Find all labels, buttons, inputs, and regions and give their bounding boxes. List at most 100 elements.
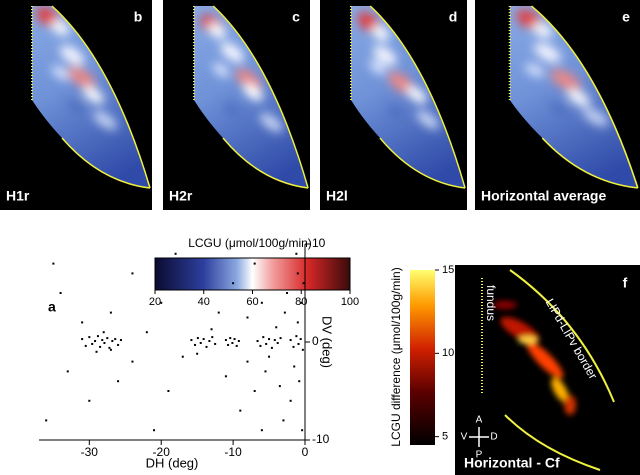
panel-name: H2r — [169, 188, 193, 204]
colorbar-tick-label: 20 — [149, 296, 161, 308]
point — [286, 292, 289, 294]
point — [227, 343, 230, 346]
point — [59, 292, 62, 294]
heat-blob — [67, 66, 96, 89]
point — [160, 301, 163, 304]
heat-blob — [51, 65, 70, 80]
point — [262, 336, 265, 339]
fundus-label: fundus — [484, 285, 498, 321]
point — [229, 337, 232, 340]
border-line — [369, 5, 466, 189]
point — [84, 344, 87, 347]
panel-letter: c — [292, 9, 300, 25]
point — [199, 341, 202, 344]
point — [224, 375, 227, 378]
colorbar-tick-label: 60 — [246, 296, 258, 308]
point — [289, 339, 292, 342]
point — [66, 370, 69, 373]
compass-label: V — [461, 432, 468, 443]
border-line — [509, 269, 615, 403]
point — [298, 380, 301, 383]
x-tick-label: 0 — [302, 445, 309, 459]
heat-blob — [369, 60, 386, 75]
point — [276, 341, 279, 344]
y-tick-label: -10 — [312, 432, 330, 446]
point — [211, 336, 214, 339]
point — [109, 311, 112, 314]
heatmap-panel: b H1r — [0, 0, 152, 210]
panel-letter: d — [449, 9, 458, 25]
heat-blob — [387, 105, 405, 120]
heat-blob — [567, 89, 590, 107]
point — [278, 385, 281, 388]
point — [297, 342, 300, 345]
point — [232, 282, 235, 285]
point — [88, 399, 91, 402]
point — [295, 252, 298, 255]
colorbar-tick-label: 10 — [442, 347, 454, 359]
y-axis-label: DV (deg) — [320, 316, 335, 368]
heat-blob — [208, 23, 226, 39]
border-line — [504, 414, 601, 471]
point — [194, 343, 197, 346]
point — [296, 272, 299, 275]
border-line — [212, 5, 309, 189]
heat-blob — [416, 110, 440, 130]
point — [103, 341, 106, 344]
panel-name: H2l — [326, 188, 348, 204]
heatmap-blobs — [516, 9, 609, 127]
point — [270, 346, 273, 349]
point — [260, 301, 263, 304]
point — [259, 344, 262, 347]
point — [264, 370, 267, 373]
x-tick-label: -20 — [153, 445, 171, 459]
point — [293, 365, 296, 368]
point — [205, 345, 208, 348]
point — [299, 338, 302, 341]
point — [190, 339, 193, 342]
point — [268, 355, 271, 358]
point — [275, 326, 278, 329]
heat-blob — [67, 99, 85, 115]
heat-blob — [235, 68, 263, 92]
point — [181, 355, 184, 358]
border-line — [222, 137, 309, 189]
border-line — [61, 137, 151, 189]
heatmap-panel: c H2r — [163, 0, 310, 210]
heatmap-panel: e Horizontal average — [475, 0, 640, 210]
point — [214, 342, 217, 345]
x-tick-label: -30 — [81, 445, 99, 459]
point — [233, 338, 236, 341]
point — [81, 321, 84, 324]
heatmap-blobs — [200, 14, 283, 132]
heat-blob — [83, 86, 105, 104]
point — [256, 340, 259, 343]
heatmap-blobs — [36, 6, 117, 130]
point — [52, 262, 55, 265]
point — [253, 390, 256, 392]
point — [102, 331, 105, 334]
point — [283, 311, 286, 314]
point — [95, 350, 98, 353]
border-line — [530, 5, 639, 189]
point — [94, 340, 97, 343]
heat-blob — [51, 20, 70, 36]
point — [279, 337, 282, 340]
panel-letter: e — [622, 9, 630, 25]
point — [296, 321, 299, 324]
point — [224, 339, 227, 342]
heat-blob — [223, 102, 241, 117]
heatmap-panels: b H1r c H2r d H2l e Horizontal average — [0, 0, 640, 210]
diff-colorbar-label: LCGU difference (μmol/100g/min) — [389, 267, 403, 446]
point — [167, 390, 170, 392]
point — [265, 342, 268, 345]
heat-blob — [373, 45, 397, 66]
border-line — [379, 137, 466, 189]
x-axis-label: DH (deg) — [146, 455, 199, 470]
point — [88, 336, 91, 339]
heat-blob — [372, 25, 390, 41]
point — [96, 335, 99, 338]
heat-blob — [550, 102, 569, 117]
compass-label: P — [476, 450, 483, 461]
point — [145, 331, 148, 334]
